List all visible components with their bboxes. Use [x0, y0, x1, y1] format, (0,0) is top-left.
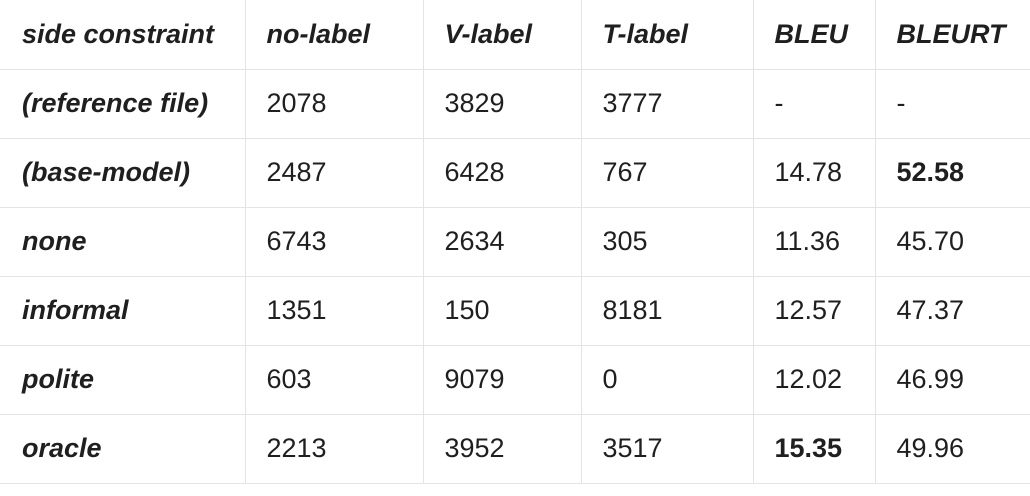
header-no-label: no-label [244, 0, 424, 70]
cell-v-label: 3829 [422, 68, 582, 139]
cell-bleu: - [752, 68, 876, 139]
cell-bleu: 12.02 [752, 344, 876, 415]
cell-bleu: 12.57 [752, 275, 876, 346]
cell-no-label: 2078 [244, 68, 424, 139]
cell-t-label: 3777 [580, 68, 754, 139]
cell-t-label: 3517 [580, 413, 754, 484]
table-row: oracle 2213 3952 3517 15.35 49.96 [0, 413, 1030, 484]
cell-v-label: 3952 [422, 413, 582, 484]
cell-bleurt: 49.96 [874, 413, 1030, 484]
cell-no-label: 2213 [244, 413, 424, 484]
header-v-label: V-label [422, 0, 582, 70]
row-label: informal [0, 275, 246, 346]
header-side-constraint: side constraint [0, 0, 246, 70]
table-row: (reference file) 2078 3829 3777 - - [0, 68, 1030, 139]
cell-bleu: 11.36 [752, 206, 876, 277]
table-header-row: side constraint no-label V-label T-label… [0, 0, 1030, 70]
table-row: informal 1351 150 8181 12.57 47.37 [0, 275, 1030, 346]
header-bleurt: BLEURT [874, 0, 1030, 70]
header-bleu: BLEU [752, 0, 876, 70]
cell-no-label: 2487 [244, 137, 424, 208]
cell-bleu-best: 15.35 [752, 413, 876, 484]
cell-bleurt-best: 52.58 [874, 137, 1030, 208]
table-row: none 6743 2634 305 11.36 45.70 [0, 206, 1030, 277]
row-label: (reference file) [0, 68, 246, 139]
cell-bleurt: 45.70 [874, 206, 1030, 277]
cell-no-label: 6743 [244, 206, 424, 277]
cell-v-label: 2634 [422, 206, 582, 277]
cell-t-label: 0 [580, 344, 754, 415]
cell-v-label: 9079 [422, 344, 582, 415]
cell-bleu: 14.78 [752, 137, 876, 208]
cell-t-label: 8181 [580, 275, 754, 346]
table-row: polite 603 9079 0 12.02 46.99 [0, 344, 1030, 415]
row-label: polite [0, 344, 246, 415]
results-table: side constraint no-label V-label T-label… [0, 0, 1030, 484]
cell-t-label: 305 [580, 206, 754, 277]
row-label: oracle [0, 413, 246, 484]
cell-no-label: 603 [244, 344, 424, 415]
row-label: none [0, 206, 246, 277]
header-t-label: T-label [580, 0, 754, 70]
cell-bleurt: - [874, 68, 1030, 139]
cell-bleurt: 46.99 [874, 344, 1030, 415]
cell-t-label: 767 [580, 137, 754, 208]
cell-v-label: 6428 [422, 137, 582, 208]
table-row: (base-model) 2487 6428 767 14.78 52.58 [0, 137, 1030, 208]
row-label: (base-model) [0, 137, 246, 208]
cell-bleurt: 47.37 [874, 275, 1030, 346]
cell-v-label: 150 [422, 275, 582, 346]
cell-no-label: 1351 [244, 275, 424, 346]
